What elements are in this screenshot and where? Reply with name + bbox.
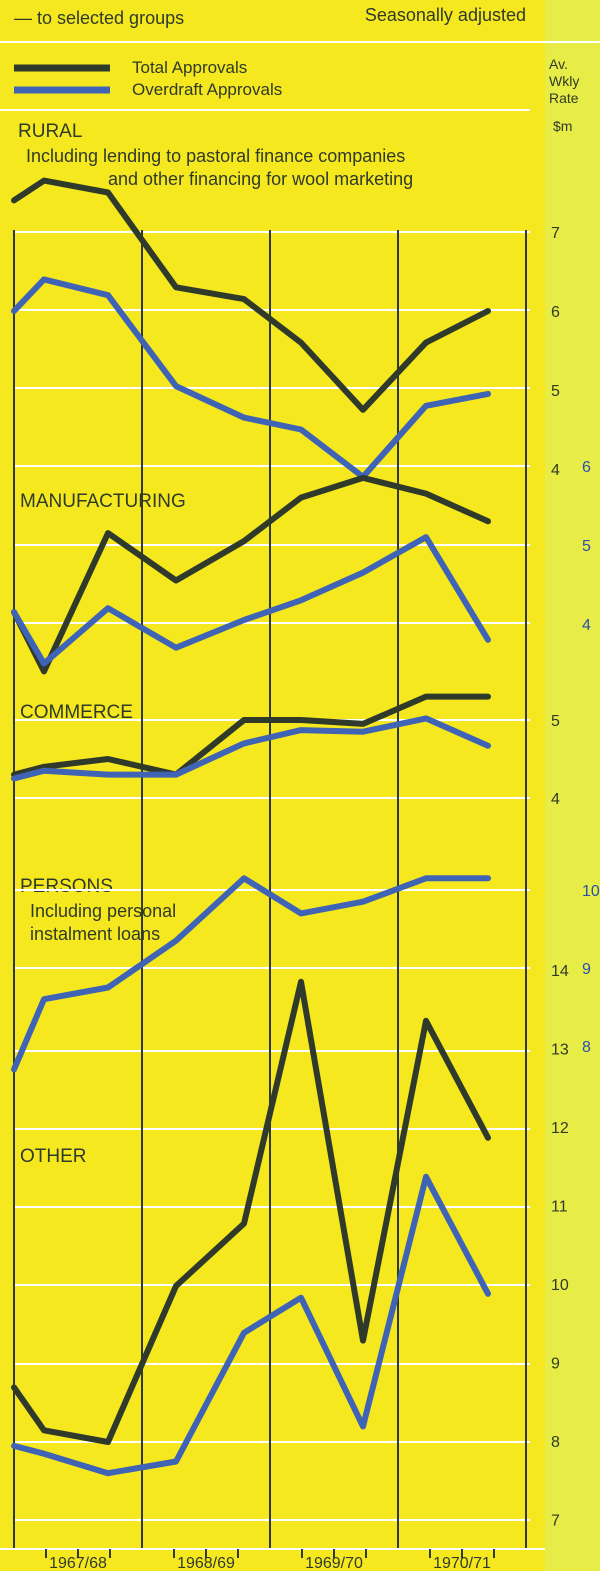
axis-tick-label: 12 xyxy=(551,1120,569,1137)
panel-title-manufacturing: MANUFACTURING xyxy=(20,491,186,512)
axis-tick-label: 9 xyxy=(582,961,591,978)
overdraft-series-line-rural xyxy=(11,276,491,480)
axis-tick-label: 5 xyxy=(582,538,591,555)
axis-unit-line-4: $m xyxy=(553,118,572,134)
axis-tick-label: 4 xyxy=(551,462,560,479)
axis-tick-label: 7 xyxy=(551,225,560,242)
x-tick-label: 1970/71 xyxy=(433,1555,491,1571)
chart-background xyxy=(0,0,545,1571)
x-tick-label: 1967/68 xyxy=(49,1555,107,1571)
panel-title-other: OTHER xyxy=(20,1146,87,1167)
axis-tick-label: 8 xyxy=(582,1039,591,1056)
legend-label-overdraft: Overdraft Approvals xyxy=(132,80,282,99)
panel-subtitle-rural-1: Including lending to pastoral finance co… xyxy=(26,146,405,166)
overdraft-series-line-persons xyxy=(11,875,491,1073)
axis-tick-label: 8 xyxy=(551,1434,560,1451)
total-series-line-rural xyxy=(11,177,491,413)
x-tick-label: 1969/70 xyxy=(305,1555,363,1571)
axis-unit-label: Av. Wkly Rate $m xyxy=(549,56,579,134)
header-subtitle: — to selected groups xyxy=(14,8,184,28)
panel-subtitle-rural-2: and other financing for wool marketing xyxy=(108,169,413,189)
axis-tick-label: 9 xyxy=(551,1356,560,1373)
panel-subtitle-persons-2: instalment loans xyxy=(30,924,160,944)
x-tick-label: 1968/69 xyxy=(177,1555,235,1571)
panel-title-commerce: COMMERCE xyxy=(20,702,133,723)
axis-tick-label: 4 xyxy=(582,617,591,634)
legend-label-total: Total Approvals xyxy=(132,58,247,77)
total-series-line-other xyxy=(11,978,491,1445)
overdraft-series-line-other xyxy=(11,1173,491,1477)
panel-title-rural: RURAL xyxy=(18,121,82,142)
axis-tick-label: 13 xyxy=(551,1042,569,1059)
axis-tick-label: 14 xyxy=(551,963,569,980)
header-note: Seasonally adjusted xyxy=(365,5,526,25)
x-axis: 1967/68 1968/69 1969/70 1970/71 xyxy=(0,1548,545,1571)
axis-tick-label: 7 xyxy=(551,1513,560,1530)
axis-tick-label: 5 xyxy=(551,713,560,730)
right-strip xyxy=(545,0,600,1571)
axis-tick-label: 5 xyxy=(551,383,560,400)
series-layer xyxy=(11,177,491,1477)
overdraft-series-line-manufacturing xyxy=(11,534,491,667)
overdraft-series-line-commerce xyxy=(11,715,491,782)
total-series-line-commerce xyxy=(11,693,491,778)
total-series-line-manufacturing xyxy=(11,474,491,675)
axis-tick-label: 10 xyxy=(582,883,600,900)
axis-tick-label: 6 xyxy=(551,304,560,321)
axis-unit-line-3: Rate xyxy=(549,90,579,106)
axis-unit-line-2: Wkly xyxy=(549,73,579,89)
legend: Total Approvals Overdraft Approvals xyxy=(14,58,282,99)
axis-tick-label: 10 xyxy=(551,1277,569,1294)
panel-title-persons: PERSONS xyxy=(20,876,113,897)
axis-tick-labels: 7 6 5 4 6 5 4 5 4 10 9 8 14 13 12 11 10 9 8 7 xyxy=(551,225,600,1530)
axis-tick-label: 6 xyxy=(582,459,591,476)
axis-tick-label: 4 xyxy=(551,791,560,808)
axis-tick-label: 11 xyxy=(551,1199,568,1216)
axis-unit-line-1: Av. xyxy=(549,56,568,72)
panel-subtitle-persons-1: Including personal xyxy=(30,901,176,921)
